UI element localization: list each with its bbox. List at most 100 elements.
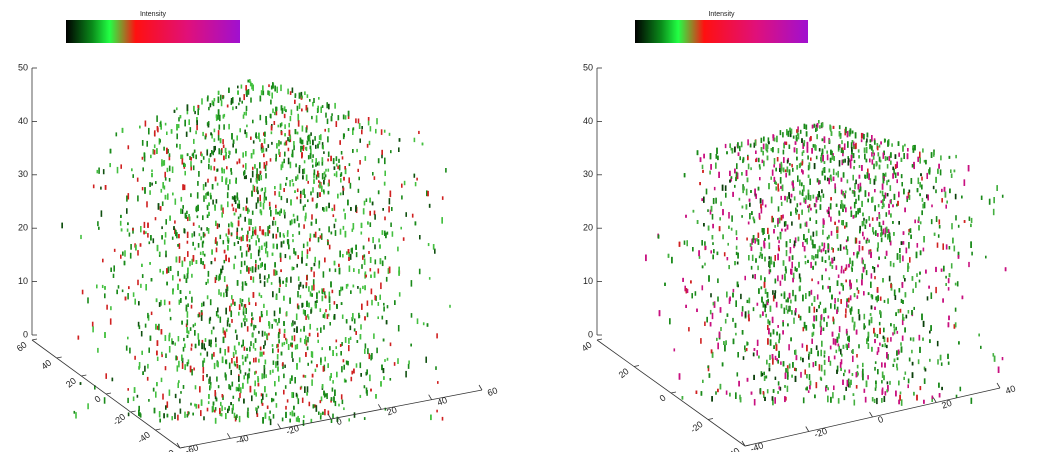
point <box>828 277 831 281</box>
point <box>936 340 939 347</box>
point <box>363 254 366 258</box>
point <box>799 129 802 134</box>
point <box>263 138 266 144</box>
point <box>202 301 205 307</box>
point <box>327 313 330 317</box>
x-tick-label: 0 <box>335 416 343 427</box>
point <box>233 212 236 216</box>
point <box>300 190 302 198</box>
point <box>273 269 275 276</box>
point <box>772 389 775 393</box>
point <box>825 385 828 388</box>
point <box>805 221 808 227</box>
point <box>155 181 157 185</box>
point <box>254 164 256 169</box>
point <box>253 324 255 331</box>
point <box>369 126 372 132</box>
point <box>239 213 242 218</box>
point <box>308 134 311 141</box>
point <box>172 275 174 281</box>
point <box>218 148 220 155</box>
point <box>797 236 800 242</box>
point <box>311 197 314 202</box>
point <box>168 178 171 182</box>
point <box>360 324 362 330</box>
point <box>263 132 265 136</box>
point <box>811 338 813 344</box>
point <box>315 218 317 224</box>
point <box>773 158 776 165</box>
point <box>145 231 147 234</box>
point <box>293 218 296 224</box>
point <box>282 240 285 244</box>
point <box>230 402 232 406</box>
point <box>896 161 898 168</box>
point <box>195 154 197 160</box>
point <box>142 167 144 172</box>
point <box>819 195 822 202</box>
colorbar-label: Intensity <box>140 11 167 18</box>
z-tick-label: 30 <box>18 169 28 179</box>
point <box>719 383 722 390</box>
point <box>838 125 841 130</box>
point <box>730 147 733 151</box>
point <box>716 251 719 256</box>
point <box>147 363 149 369</box>
point <box>374 259 377 265</box>
point <box>850 266 853 270</box>
point <box>383 306 385 312</box>
point <box>134 355 136 360</box>
point <box>281 108 284 114</box>
point <box>166 268 168 274</box>
point <box>245 85 247 91</box>
point <box>829 157 832 163</box>
point <box>343 208 345 212</box>
point <box>792 272 795 280</box>
point <box>872 149 874 155</box>
point <box>252 227 254 233</box>
point <box>732 292 734 298</box>
point <box>840 147 843 153</box>
point <box>248 372 250 379</box>
point <box>318 135 321 140</box>
point <box>678 241 681 247</box>
point <box>193 367 195 371</box>
point <box>884 138 886 142</box>
point <box>823 139 826 143</box>
point <box>804 238 807 243</box>
point <box>124 296 127 301</box>
point <box>270 210 272 217</box>
point <box>104 293 106 299</box>
point <box>299 281 302 287</box>
point <box>296 263 298 268</box>
point <box>900 298 903 304</box>
point <box>269 113 272 118</box>
point <box>193 149 196 153</box>
point <box>238 376 240 382</box>
y-tick-label: -60 <box>160 448 176 452</box>
point <box>883 173 885 179</box>
point <box>700 391 703 396</box>
point <box>939 169 942 176</box>
point <box>186 240 189 244</box>
point <box>820 314 823 320</box>
point <box>812 231 815 237</box>
point <box>278 339 280 344</box>
point <box>865 270 868 276</box>
point <box>780 195 782 200</box>
point <box>255 178 258 183</box>
point <box>179 398 181 404</box>
point <box>239 246 242 251</box>
point <box>222 114 225 119</box>
point <box>148 241 151 245</box>
point <box>293 145 295 151</box>
point <box>750 246 753 251</box>
point <box>344 230 347 238</box>
point <box>938 382 940 388</box>
point <box>857 372 859 376</box>
point <box>212 401 215 406</box>
point <box>203 264 206 269</box>
point <box>952 237 954 244</box>
point <box>324 128 326 132</box>
point <box>211 133 213 139</box>
